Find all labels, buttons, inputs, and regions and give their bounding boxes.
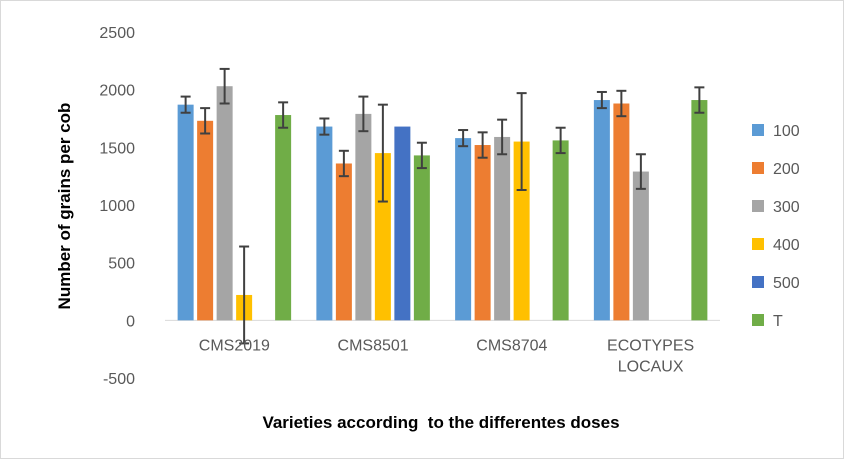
legend-swatch [752,124,764,136]
error-bar-400-3 [516,92,527,192]
category-label: CMS8704 [476,337,547,354]
legend-swatch [752,276,764,288]
error-bar-100-1 [180,95,191,114]
legend-label: 100 [773,123,800,140]
bar-100-4 [593,100,610,321]
bar-300-3 [494,136,511,321]
y-tick-label: 2000 [99,83,135,100]
legend-label: T [773,313,783,330]
legend-item-100: 100 [752,123,800,140]
legend-swatch [752,162,764,174]
legend-item-T: T [752,313,783,330]
bar-200-2 [335,163,352,321]
bar-300-1 [216,86,233,321]
y-tick-label: 1500 [99,140,135,157]
bar-200-3 [474,145,491,321]
category-label: CMS8501 [338,337,409,354]
bars [177,86,708,321]
legend: 100 200 300 400 500 T [752,123,800,330]
bar-500-2 [394,126,411,321]
bar-100-3 [455,138,472,321]
error-bar-100-3 [458,129,469,148]
error-bar-100-2 [319,117,330,136]
bar-T-2 [413,155,430,321]
y-tick-label: 2500 [99,25,135,42]
error-bar-T-4 [694,86,705,114]
legend-swatch [752,238,764,250]
bar-300-4 [632,171,649,321]
legend-label: 400 [773,237,800,254]
error-bar-100-4 [596,90,607,110]
bar-100-2 [316,126,333,321]
error-bar-T-2 [416,141,427,170]
error-bar-200-2 [338,149,349,178]
bar-200-1 [197,120,214,321]
legend-swatch [752,314,764,326]
y-axis-title: Number of grains per cob [55,103,74,310]
error-bar-300-1 [219,67,230,105]
legend-item-300: 300 [752,199,800,216]
error-bars [180,67,705,345]
legend-label: 500 [773,275,800,292]
legend-item-500: 500 [752,275,800,292]
legend-label: 300 [773,199,800,216]
bar-T-1 [275,115,292,321]
category-label: ECOTYPES LOCAUX [607,337,694,375]
bar-T-4 [691,100,708,321]
error-bar-200-4 [616,89,627,118]
y-tick-label: 0 [126,313,135,330]
bar-400-2 [374,153,391,321]
error-bar-200-3 [477,131,488,159]
category-labels: CMS2019 CMS8501 CMS8704 ECOTYPES LOCAUX [199,337,694,375]
legend-swatch [752,200,764,212]
error-bar-400-1 [239,245,250,345]
legend-label: 200 [773,161,800,178]
legend-item-400: 400 [752,237,800,254]
y-axis-ticks: -500 0 500 1000 1500 2000 2500 [99,25,135,388]
y-tick-label: -500 [103,371,135,388]
bar-100-1 [177,104,194,321]
x-axis-title: Varieties according to the differentes d… [262,413,619,432]
error-bar-T-3 [555,126,566,155]
error-bar-300-4 [635,153,646,190]
bar-200-4 [613,103,630,321]
error-bar-T-1 [278,101,289,129]
bar-T-3 [552,140,569,321]
bar-300-2 [355,113,372,321]
bar-400-3 [513,141,530,321]
legend-item-200: 200 [752,161,800,178]
y-tick-label: 1000 [99,198,135,215]
y-tick-label: 500 [108,256,135,273]
error-bar-200-1 [200,107,211,135]
error-bar-300-2 [358,95,369,133]
category-label: CMS2019 [199,337,270,354]
error-bar-400-2 [377,103,388,203]
error-bar-300-3 [497,118,508,156]
